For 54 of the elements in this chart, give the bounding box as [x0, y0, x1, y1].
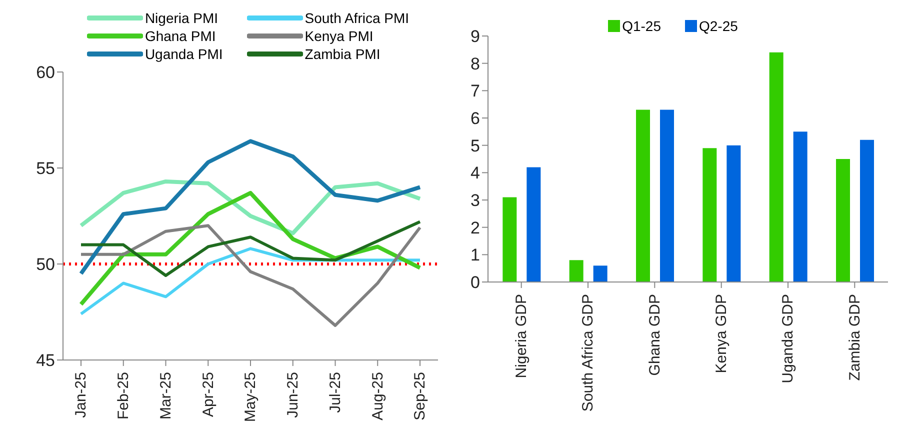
legend-label: South Africa PMI — [304, 10, 410, 26]
y-tick-label: 1 — [470, 246, 480, 265]
bar — [569, 260, 584, 282]
x-tick-label: Ghana GDP — [646, 294, 664, 376]
legend-label: Q2-25 — [699, 18, 738, 34]
x-tick-label: Jun-25 — [284, 372, 302, 418]
y-tick-label: 2 — [470, 218, 480, 238]
x-tick-label: Feb-25 — [115, 372, 132, 420]
y-tick-label: 45 — [36, 351, 55, 370]
bar — [660, 110, 674, 282]
bar — [502, 197, 517, 282]
bar — [769, 52, 784, 282]
x-tick-label: Aug-25 — [369, 372, 386, 420]
line-series — [80, 224, 422, 327]
bar — [836, 159, 850, 282]
line-series — [79, 179, 422, 236]
legend-label: Zambia PMI — [304, 46, 380, 62]
y-tick-label: 6 — [470, 109, 480, 128]
bar — [593, 266, 608, 282]
bar — [860, 140, 874, 282]
y-tick-label: 50 — [36, 255, 55, 274]
x-tick-label: Jan-25 — [72, 372, 90, 418]
bar — [726, 145, 741, 282]
legend-label: Ghana PMI — [144, 28, 216, 44]
x-tick-label: Uganda GDP — [780, 294, 797, 384]
legend-label: Kenya PMI — [304, 28, 374, 44]
x-tick-label: South Africa GDP — [580, 294, 597, 412]
bar — [793, 132, 808, 282]
y-tick-label: 3 — [470, 191, 480, 210]
y-tick-label: 55 — [36, 159, 55, 178]
line-series — [79, 190, 422, 306]
y-tick-label: 8 — [470, 54, 480, 74]
y-tick-label: 9 — [470, 27, 480, 46]
bar — [526, 167, 541, 282]
legend-label: Uganda PMI — [144, 46, 223, 62]
y-tick-label: 0 — [470, 273, 480, 292]
x-tick-label: Sep-25 — [412, 372, 429, 420]
x-tick-label: Mar-25 — [157, 372, 174, 420]
line-series — [80, 220, 422, 278]
x-tick-label: Kenya GDP — [712, 294, 730, 374]
y-tick-label: 7 — [470, 82, 480, 101]
x-tick-label: Zambia GDP — [846, 294, 864, 381]
x-tick-label: Jul-25 — [326, 372, 344, 413]
x-tick-label: May-25 — [242, 372, 260, 422]
bar — [702, 148, 717, 282]
y-tick-label: 5 — [470, 136, 480, 156]
bar — [636, 110, 650, 282]
y-tick-label: 60 — [36, 63, 55, 82]
y-tick-label: 4 — [470, 164, 480, 183]
legend-label: Nigeria PMI — [144, 10, 218, 26]
x-tick-label: Nigeria GDP — [512, 294, 530, 378]
legend-label: Q1-25 — [622, 18, 661, 34]
line-series — [79, 139, 422, 276]
x-tick-label: Apr-25 — [200, 372, 217, 418]
